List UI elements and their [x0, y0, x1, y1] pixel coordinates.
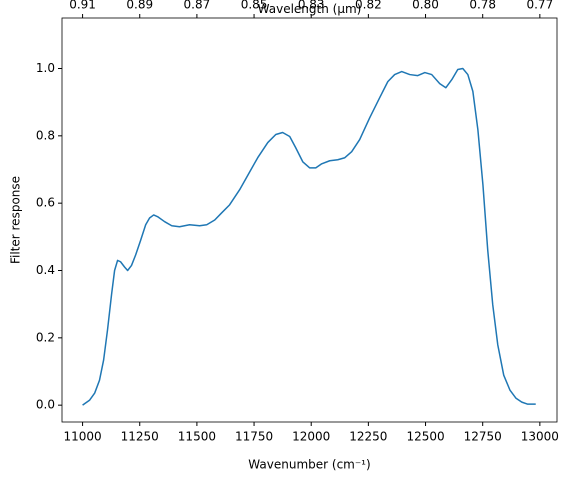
x-tick-label: 12250	[349, 430, 387, 444]
x2-tick-label: 0.80	[412, 0, 439, 12]
x-tick-label: 13000	[521, 430, 559, 444]
x2-tick-label: 0.77	[526, 0, 553, 12]
y-tick-label: 0.6	[36, 196, 55, 210]
x-tick-label: 12000	[292, 430, 330, 444]
x2-tick-label: 0.85	[241, 0, 268, 12]
line-series	[82, 67, 536, 406]
y-tick-label: 0.0	[36, 398, 55, 412]
x2-tick-label: 0.82	[355, 0, 382, 12]
x-tick-label: 11750	[235, 430, 273, 444]
x2-tick-label: 0.83	[298, 0, 325, 12]
x2-tick-label: 0.91	[69, 0, 96, 12]
x2-tick-label: 0.87	[184, 0, 211, 12]
x-axis-label: Wavenumber (cm⁻¹)	[248, 458, 370, 472]
x2-axis-label: Wavelength (μm)	[258, 2, 362, 16]
plot-frame	[61, 17, 558, 423]
y-tick-label: 0.2	[36, 330, 55, 344]
y-axis-label: Filter response	[9, 176, 23, 264]
x-tick-label: 12500	[406, 430, 444, 444]
y-tick-label: 0.8	[36, 128, 55, 142]
y-tick-label: 0.4	[36, 263, 55, 277]
y-tick-label: 1.0	[36, 61, 55, 75]
x-tick-label: 11250	[121, 430, 159, 444]
x-tick-label: 11500	[178, 430, 216, 444]
x-tick-label: 11000	[63, 430, 101, 444]
x2-tick-label: 0.89	[126, 0, 153, 12]
x2-tick-label: 0.78	[469, 0, 496, 12]
x-tick-label: 12750	[464, 430, 502, 444]
